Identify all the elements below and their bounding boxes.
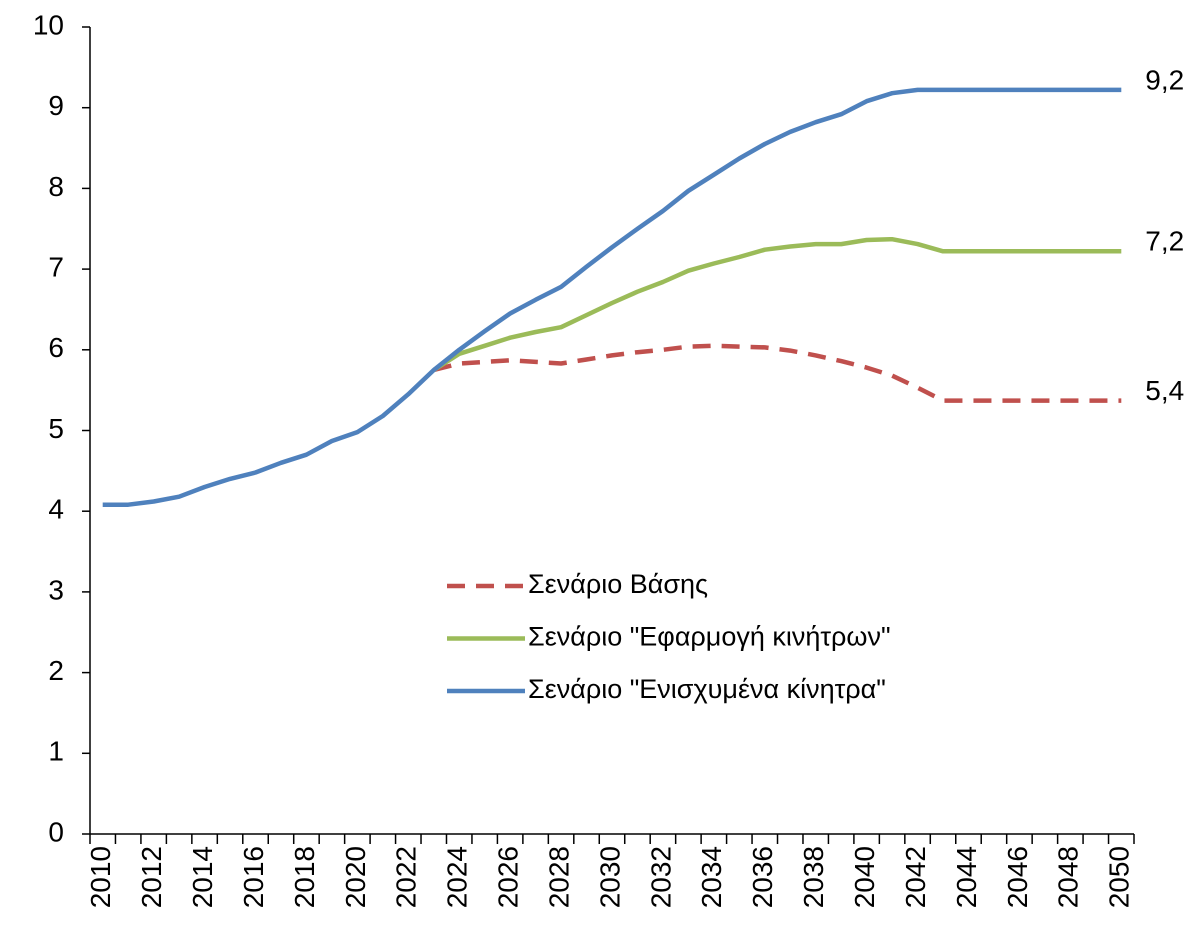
legend-label: Σενάριο "Ενισχυμένα κίνητρα" xyxy=(528,674,886,704)
y-tick-label: 0 xyxy=(48,816,64,847)
value-label: 7,2 xyxy=(1145,226,1184,257)
x-tick-label: 2050 xyxy=(1104,846,1135,908)
x-tick-label: 2044 xyxy=(951,846,982,908)
x-tick-label: 2040 xyxy=(849,846,880,908)
legend-label: Σενάριο Βάσης xyxy=(528,569,708,599)
y-tick-label: 2 xyxy=(48,655,64,686)
x-tick-label: 2022 xyxy=(391,846,422,908)
y-tick-label: 8 xyxy=(48,171,64,202)
x-tick-label: 2038 xyxy=(798,846,829,908)
value-label: 5,4 xyxy=(1145,375,1184,406)
y-tick-label: 7 xyxy=(48,251,64,282)
x-tick-label: 2014 xyxy=(187,846,218,908)
y-tick-label: 6 xyxy=(48,332,64,363)
legend-label: Σενάριο "Εφαρμογή κινήτρων" xyxy=(528,622,891,652)
x-tick-label: 2016 xyxy=(238,846,269,908)
x-tick-label: 2048 xyxy=(1053,846,1084,908)
x-tick-label: 2010 xyxy=(85,846,116,908)
x-tick-label: 2020 xyxy=(340,846,371,908)
series-line xyxy=(102,87,1122,507)
y-tick-label: 1 xyxy=(48,736,64,767)
x-tick-label: 2042 xyxy=(900,846,931,908)
y-tick-label: 5 xyxy=(48,413,64,444)
x-tick-label: 2024 xyxy=(442,846,473,908)
x-tick-label: 2030 xyxy=(594,846,625,908)
y-tick-label: 4 xyxy=(48,494,64,525)
x-tick-label: 2026 xyxy=(493,846,524,908)
x-tick-label: 2032 xyxy=(645,846,676,908)
x-tick-label: 2018 xyxy=(289,846,320,908)
x-tick-label: 2046 xyxy=(1002,846,1033,908)
x-tick-label: 2034 xyxy=(696,846,727,908)
y-tick-label: 3 xyxy=(48,574,64,605)
value-label: 9,2 xyxy=(1145,64,1184,95)
x-tick-label: 2012 xyxy=(136,846,167,908)
x-tick-label: 2036 xyxy=(747,846,778,908)
series-line xyxy=(432,236,1122,372)
y-tick-label: 10 xyxy=(33,9,64,40)
series-line xyxy=(433,343,1122,403)
x-tick-label: 2028 xyxy=(543,846,574,908)
y-tick-label: 9 xyxy=(48,90,64,121)
